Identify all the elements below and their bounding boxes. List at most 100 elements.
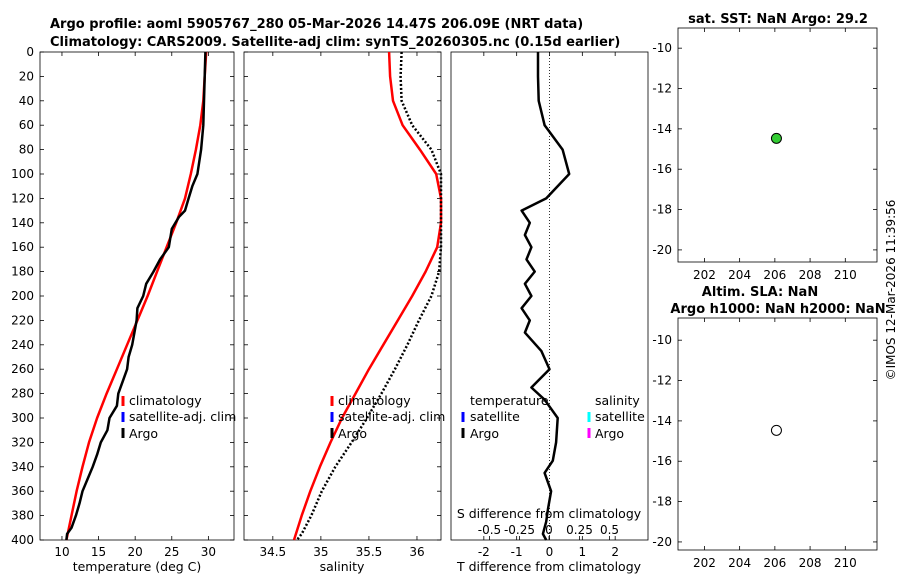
series-line-argo bbox=[295, 51, 443, 541]
main-title-line1: Argo profile: aoml 5905767_280 05-Mar-20… bbox=[50, 17, 583, 32]
x-tick-label: 15 bbox=[91, 545, 106, 559]
series-line-argo bbox=[65, 51, 207, 541]
x-tick-label: 210 bbox=[834, 268, 857, 282]
legend-label-s-satellite: satellite bbox=[595, 409, 645, 424]
x-tick-label: 204 bbox=[728, 556, 751, 570]
y-tick-label: 400 bbox=[11, 533, 34, 547]
x-tick-label: 34.5 bbox=[259, 545, 286, 559]
altim-title-line2: Argo h1000: NaN h2000: NaN bbox=[670, 302, 885, 317]
y-tick-label: 40 bbox=[19, 94, 34, 108]
temperature-panel: 10 15 20 25 30 0 20 40 60 80 100 120 140 160 180 200 22… bbox=[11, 45, 236, 574]
x-tick-label: 10 bbox=[54, 545, 69, 559]
difference-series bbox=[520, 52, 571, 541]
y-tick-label: 220 bbox=[11, 313, 34, 327]
inner-tick-label: 0 bbox=[545, 523, 553, 537]
x-tick-label: -2 bbox=[478, 545, 490, 559]
x-tick-label: -1 bbox=[511, 545, 523, 559]
legend-label-s-argo: Argo bbox=[595, 426, 624, 441]
legend-label-argo: Argo bbox=[338, 426, 367, 441]
y-tick-label: -16 bbox=[652, 162, 672, 176]
x-tick-label: 35.5 bbox=[356, 545, 383, 559]
x-tick-label: 35 bbox=[313, 545, 328, 559]
y-tick-label: -12 bbox=[652, 82, 672, 96]
legend-label-satellite: satellite-adj. clim bbox=[338, 409, 445, 424]
inner-tick-label: -0.25 bbox=[504, 523, 535, 537]
y-tick-label: 240 bbox=[11, 338, 34, 352]
y-tick-label: 140 bbox=[11, 216, 34, 230]
altim-yticks: -10 -12 -14 -16 -18 -20 bbox=[652, 333, 877, 549]
x-tick-label: 0 bbox=[546, 545, 554, 559]
sst-points bbox=[770, 132, 782, 144]
altim-xticks: 202 204 206 208 210 bbox=[693, 318, 857, 570]
sst-axes-frame bbox=[677, 27, 878, 263]
x-tick-label: 20 bbox=[128, 545, 143, 559]
y-tick-label: -14 bbox=[652, 122, 672, 136]
x-tick-label: 25 bbox=[164, 545, 179, 559]
y-tick-label: 120 bbox=[11, 191, 34, 205]
y-tick-label: 60 bbox=[19, 118, 34, 132]
x-tick-label: 206 bbox=[763, 556, 786, 570]
difference-xticks: -2 -1 0 1 2 bbox=[478, 52, 619, 559]
y-tick-label: 200 bbox=[11, 289, 34, 303]
series-line-climatology bbox=[292, 51, 443, 541]
y-tick-label: -14 bbox=[652, 414, 672, 428]
y-tick-label: 180 bbox=[11, 265, 34, 279]
temperature-xticks: 10 15 20 25 30 bbox=[54, 52, 216, 559]
y-tick-label: 380 bbox=[11, 509, 34, 523]
temperature-xlabel: temperature (deg C) bbox=[73, 559, 202, 574]
altim-map-panel: 202 204 206 208 210 -10 -12 -14 -16 -18 -20 bbox=[652, 317, 878, 570]
sst-title: sat. SST: NaN Argo: 29.2 bbox=[688, 12, 868, 27]
y-tick-label: -20 bbox=[652, 243, 672, 257]
x-tick-label: 208 bbox=[799, 268, 822, 282]
main-title-line2: Climatology: CARS2009. Satellite-adj cli… bbox=[50, 35, 620, 50]
salinity-panel: 34.5 35 35.5 36 salinity climatology satell… bbox=[243, 51, 445, 574]
altim-title-line1: Altim. SLA: NaN bbox=[702, 285, 818, 300]
difference-xlabel: T difference from climatology bbox=[456, 559, 642, 574]
y-tick-label: 320 bbox=[11, 435, 34, 449]
difference-legend-temperature: temperature satellite Argo bbox=[461, 393, 549, 441]
sst-map-panel: 202 204 206 208 210 -10 -12 -14 -16 -18 -20 bbox=[652, 27, 878, 282]
y-tick-label: 280 bbox=[11, 387, 34, 401]
temperature-series bbox=[65, 51, 208, 541]
altim-points bbox=[770, 424, 782, 436]
y-tick-label: 260 bbox=[11, 362, 34, 376]
difference-legend-salinity: salinity satellite Argo bbox=[587, 393, 645, 441]
profile-location-marker bbox=[770, 132, 782, 144]
temperature-yticks: 0 20 40 60 80 100 120 140 160 180 200 220 240 260 280 3… bbox=[11, 45, 234, 547]
y-tick-label: 300 bbox=[11, 411, 34, 425]
salinity-xticks: 34.5 35 35.5 36 bbox=[259, 52, 425, 559]
legend-label-satellite: satellite-adj. clim bbox=[129, 409, 236, 424]
x-tick-label: 206 bbox=[763, 268, 786, 282]
salinity-xlabel: salinity bbox=[320, 559, 365, 574]
temperature-legend: climatology satellite-adj. clim Argo bbox=[121, 393, 236, 441]
legend-label-argo: Argo bbox=[129, 426, 158, 441]
x-tick-label: 202 bbox=[693, 556, 716, 570]
y-tick-label: -10 bbox=[652, 333, 672, 347]
x-tick-label: 204 bbox=[728, 268, 751, 282]
legend-label-climatology: climatology bbox=[129, 393, 202, 408]
y-tick-label: -18 bbox=[652, 495, 672, 509]
y-tick-label: 0 bbox=[26, 45, 34, 59]
difference-panel: -2 -1 0 1 2 -0.5 -0.25 0 0.25 0.5 T difference f… bbox=[450, 51, 649, 574]
legend-title-temperature: temperature bbox=[470, 393, 549, 408]
profile-location-marker bbox=[770, 424, 782, 436]
series-line-t-difference-argo bbox=[520, 52, 571, 541]
legend-title-salinity: salinity bbox=[595, 393, 640, 408]
x-tick-label: 208 bbox=[799, 556, 822, 570]
temperature-axes-frame bbox=[39, 51, 235, 541]
altim-axes-frame bbox=[677, 317, 878, 551]
inner-tick-label: 0.25 bbox=[566, 523, 593, 537]
difference-top-label: S difference from climatology bbox=[457, 506, 642, 521]
sst-xticks: 202 204 206 208 210 bbox=[693, 28, 857, 282]
series-line-climatology bbox=[65, 51, 208, 541]
difference-inner-xticks: -0.5 -0.25 0 0.25 0.5 bbox=[478, 523, 619, 540]
y-tick-label: 20 bbox=[19, 69, 34, 83]
y-tick-label: 80 bbox=[19, 143, 34, 157]
y-tick-label: -18 bbox=[652, 203, 672, 217]
x-tick-label: 30 bbox=[201, 545, 216, 559]
x-tick-label: 202 bbox=[693, 268, 716, 282]
x-tick-label: 36 bbox=[409, 545, 424, 559]
inner-tick-label: 0.5 bbox=[600, 523, 619, 537]
y-tick-label: -20 bbox=[652, 535, 672, 549]
legend-label-t-satellite: satellite bbox=[470, 409, 520, 424]
